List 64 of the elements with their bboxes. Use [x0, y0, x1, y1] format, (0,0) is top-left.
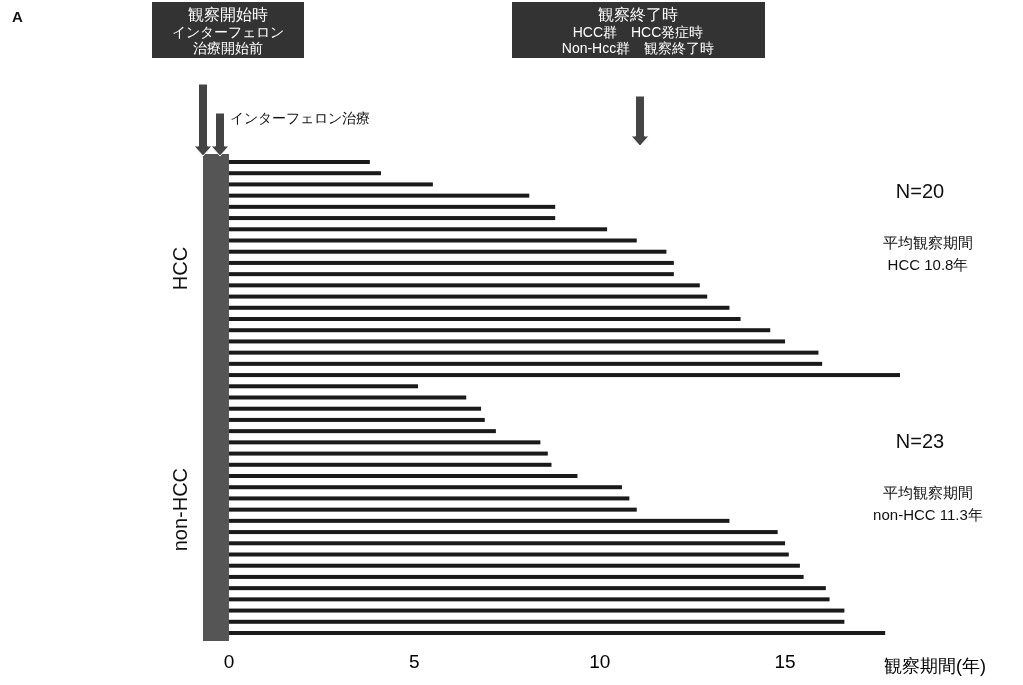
- bar: [228, 451, 548, 456]
- bar: [228, 171, 381, 176]
- bar: [228, 361, 823, 366]
- bar: [228, 563, 800, 568]
- bar: [228, 440, 541, 445]
- x-tick-label: 10: [589, 651, 611, 672]
- bar: [228, 160, 370, 164]
- bar: [228, 204, 556, 209]
- x-tick-label: 5: [409, 651, 420, 672]
- bar: [228, 631, 886, 635]
- bar: [228, 238, 637, 243]
- bar: [228, 574, 804, 579]
- annotation: N=20: [895, 180, 945, 202]
- bar: [228, 350, 819, 355]
- annotation: non-HCC 11.3年: [873, 506, 983, 523]
- bar: [228, 586, 826, 591]
- bar: [228, 294, 708, 299]
- bar: [228, 608, 845, 613]
- bar: [228, 597, 830, 602]
- text: Non-Hcc群 観察終了時: [561, 40, 715, 56]
- bar: [228, 462, 552, 467]
- bar: [228, 305, 730, 310]
- bar: [228, 619, 845, 624]
- bar: [228, 339, 786, 344]
- bar: [228, 373, 900, 378]
- bar: [228, 216, 556, 221]
- bar: [228, 541, 786, 546]
- bar: [228, 384, 419, 389]
- bar: [228, 474, 578, 478]
- bar: [228, 530, 778, 535]
- text: HCC群 HCC発症時: [572, 24, 704, 40]
- x-tick-label: 0: [223, 651, 235, 672]
- bar: [228, 193, 530, 198]
- text: インターフェロン: [172, 24, 284, 40]
- text: 治療開始前: [193, 40, 263, 56]
- bar: [228, 406, 482, 411]
- text: HCC: [169, 246, 191, 291]
- bar: [228, 328, 771, 333]
- bar: [228, 260, 674, 265]
- x-axis-title: 観察期間(年): [884, 656, 986, 676]
- annotation: HCC 10.8年: [887, 256, 969, 273]
- bar: [228, 317, 741, 321]
- annotation: 平均観察期間: [883, 484, 973, 501]
- bar: [228, 227, 608, 232]
- text: 観察終了時: [598, 6, 678, 23]
- bar: [228, 552, 789, 557]
- bar: [228, 518, 730, 523]
- bar: [228, 182, 433, 187]
- bar: [228, 283, 700, 288]
- bar: [228, 395, 467, 400]
- bar: [228, 496, 630, 501]
- text: non-HCC: [169, 467, 191, 552]
- text: 観察開始時: [188, 6, 268, 23]
- text: インターフェロン治療: [230, 110, 370, 126]
- bar: [228, 485, 622, 490]
- bar: [228, 429, 496, 434]
- bar: [228, 507, 637, 512]
- x-tick-label: 15: [774, 651, 796, 672]
- annotation: N=23: [895, 430, 945, 452]
- text: A: [12, 8, 23, 25]
- bar: [228, 249, 667, 254]
- bar: [228, 417, 485, 422]
- bar: [228, 272, 674, 277]
- annotation: 平均観察期間: [883, 234, 973, 251]
